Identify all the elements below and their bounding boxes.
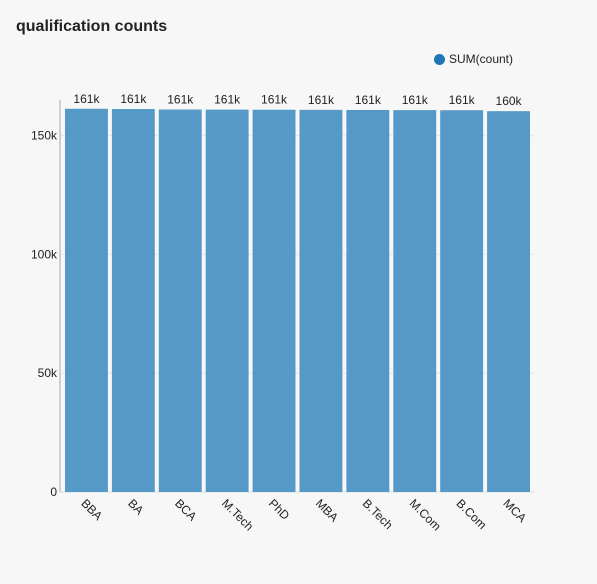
x-tick-label: B.Tech	[360, 496, 396, 532]
y-tick-label: 50k	[38, 366, 58, 380]
data-label: 161k	[355, 93, 382, 107]
bar	[111, 109, 155, 492]
bar	[158, 109, 202, 493]
bar	[252, 109, 296, 493]
y-tick-label: 150k	[31, 129, 58, 143]
bar	[346, 109, 390, 492]
legend[interactable]: SUM(count)	[434, 52, 513, 66]
chart-title: qualification counts	[16, 18, 168, 35]
x-tick-label: MCA	[500, 496, 529, 525]
x-tick-label: M.Com	[407, 496, 444, 533]
x-tick-label: PhD	[266, 496, 293, 523]
x-tick-label: BBA	[78, 496, 105, 523]
data-label: 161k	[167, 93, 194, 107]
bar	[65, 108, 108, 492]
x-tick-label: BA	[125, 496, 146, 517]
bar	[393, 110, 437, 492]
bar	[487, 111, 530, 492]
bar	[440, 110, 484, 492]
y-tick-label: 100k	[31, 247, 58, 261]
x-tick-label: BCA	[172, 496, 199, 523]
data-label: 161k	[261, 93, 288, 107]
data-label: 161k	[73, 92, 100, 106]
data-label: 161k	[214, 93, 241, 107]
data-label: 160k	[496, 94, 523, 108]
bar	[299, 109, 343, 493]
x-tick-label: M.Tech	[219, 496, 256, 533]
x-tick-label: MBA	[313, 496, 341, 524]
data-label: 161k	[308, 93, 335, 107]
bar	[205, 109, 249, 492]
data-label: 161k	[402, 93, 429, 107]
x-tick-label: B.Com	[454, 496, 490, 532]
data-label: 161k	[120, 92, 147, 106]
y-tick-label: 0	[50, 485, 57, 499]
legend-label: SUM(count)	[449, 52, 514, 66]
data-label: 161k	[449, 93, 476, 107]
legend-swatch	[434, 53, 445, 65]
